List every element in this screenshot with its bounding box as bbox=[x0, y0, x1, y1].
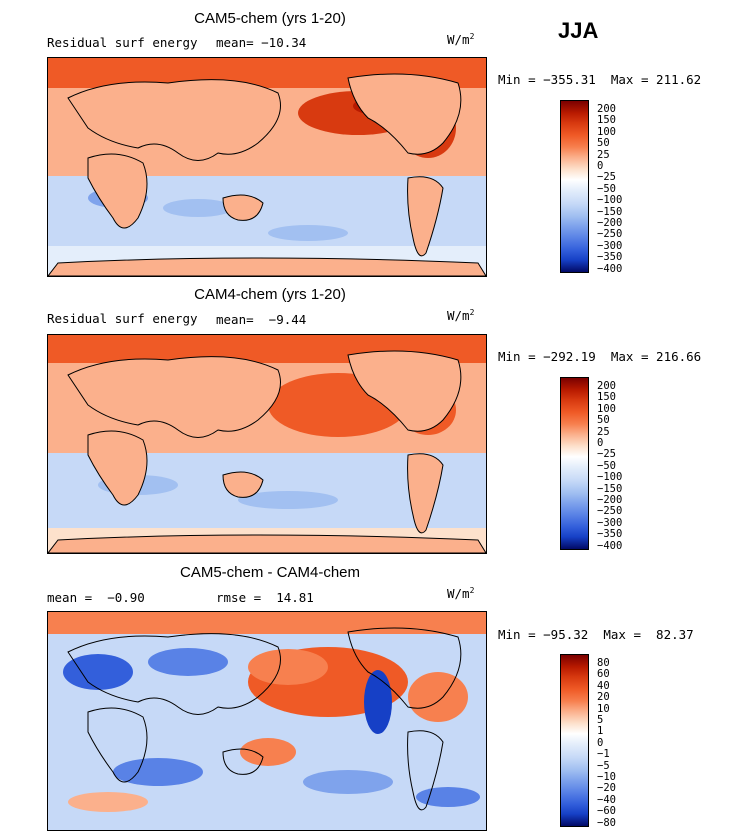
colorbar-tick: −1 bbox=[597, 748, 610, 761]
panel3-colorbar-ticks: 80 60 40 20 10 5 1 0 −1 −5 −10 −20 −40 −… bbox=[597, 657, 616, 829]
panel1-colorbar bbox=[560, 100, 589, 273]
colorbar-tick: −150 bbox=[597, 205, 623, 218]
colorbar-tick: 25 bbox=[597, 425, 610, 438]
panel3-map-field bbox=[48, 612, 486, 830]
colorbar-tick: −25 bbox=[597, 448, 616, 461]
colorbar-tick: −25 bbox=[597, 171, 616, 184]
colorbar-tick: 20 bbox=[597, 691, 610, 704]
colorbar-tick: −100 bbox=[597, 471, 623, 484]
panel2-colorbar bbox=[560, 377, 589, 550]
colorbar-tick: −60 bbox=[597, 805, 616, 818]
colorbar-tick: −150 bbox=[597, 482, 623, 495]
colorbar-tick: 100 bbox=[597, 125, 616, 138]
colorbar-tick: −10 bbox=[597, 771, 616, 784]
colorbar-tick: 40 bbox=[597, 679, 610, 692]
panel1-mean: mean= −10.34 bbox=[216, 35, 307, 50]
colorbar-tick: 200 bbox=[597, 103, 616, 115]
colorbar-tick: 50 bbox=[597, 137, 610, 150]
colorbar-tick: 25 bbox=[597, 148, 610, 161]
colorbar-tick: −400 bbox=[597, 539, 623, 552]
panel2-field-label: Residual surf energy bbox=[47, 311, 198, 326]
colorbar-tick: 0 bbox=[597, 160, 604, 173]
panel1-map bbox=[47, 57, 487, 277]
colorbar-tick: 1 bbox=[597, 725, 604, 738]
colorbar-tick: 10 bbox=[597, 702, 610, 715]
panel3-map bbox=[47, 611, 487, 831]
panel1-map-field bbox=[48, 58, 486, 276]
panel2-minmax: Min = −292.19 Max = 216.66 bbox=[498, 349, 702, 364]
colorbar-tick: 5 bbox=[597, 714, 604, 727]
colorbar-tick: 200 bbox=[597, 380, 616, 392]
colorbar-tick: −300 bbox=[597, 239, 623, 252]
panel2-colorbar-ticks: 200 150 100 50 25 0 −25 −50 −100 −150 −2… bbox=[597, 380, 623, 552]
colorbar-tick: −50 bbox=[597, 459, 616, 472]
panel3-title: CAM5-chem - CAM4-chem bbox=[179, 564, 361, 581]
panel3-mean: mean = −0.90 bbox=[47, 590, 145, 605]
panel2-title: CAM4-chem (yrs 1-20) bbox=[194, 286, 346, 303]
panel1-minmax: Min = −355.31 Max = 211.62 bbox=[498, 72, 702, 87]
colorbar-tick: −20 bbox=[597, 782, 616, 795]
colorbar-tick: −5 bbox=[597, 759, 610, 772]
panel1-colorbar-ticks: 200 150 100 50 25 0 −25 −50 −100 −150 −2… bbox=[597, 103, 623, 275]
colorbar-tick: −300 bbox=[597, 516, 623, 529]
panel3-colorbar bbox=[560, 654, 589, 827]
panel2-units: W/m2 bbox=[447, 308, 475, 324]
panel1-title: CAM5-chem (yrs 1-20) bbox=[194, 10, 346, 27]
panel2-mean: mean= −9.44 bbox=[216, 312, 307, 327]
colorbar-tick: −250 bbox=[597, 228, 623, 241]
colorbar-tick: 60 bbox=[597, 668, 610, 681]
colorbar-tick: −200 bbox=[597, 494, 623, 507]
panel2-map-field bbox=[48, 335, 486, 553]
panel3-minmax: Min = −95.32 Max = 82.37 bbox=[498, 627, 694, 642]
colorbar-tick: −350 bbox=[597, 528, 623, 541]
colorbar-tick: −50 bbox=[597, 182, 616, 195]
colorbar-tick: 80 bbox=[597, 657, 610, 669]
panel1-field-label: Residual surf energy bbox=[47, 35, 198, 50]
panel2-map bbox=[47, 334, 487, 554]
colorbar-tick: −400 bbox=[597, 262, 623, 275]
colorbar-tick: 100 bbox=[597, 402, 616, 415]
panel3-rmse: rmse = 14.81 bbox=[216, 590, 314, 605]
colorbar-tick: −80 bbox=[597, 816, 616, 829]
colorbar-tick: 150 bbox=[597, 391, 616, 404]
colorbar-tick: −350 bbox=[597, 251, 623, 264]
colorbar-tick: 0 bbox=[597, 437, 604, 450]
colorbar-tick: −200 bbox=[597, 217, 623, 230]
panel3-units: W/m2 bbox=[447, 586, 475, 602]
season-label: JJA bbox=[558, 18, 599, 43]
colorbar-tick: 0 bbox=[597, 736, 604, 749]
colorbar-tick: −100 bbox=[597, 194, 623, 207]
colorbar-tick: −40 bbox=[597, 793, 616, 806]
colorbar-tick: 50 bbox=[597, 414, 610, 427]
colorbar-tick: 150 bbox=[597, 114, 616, 127]
panel1-units: W/m2 bbox=[447, 32, 475, 48]
colorbar-tick: −250 bbox=[597, 505, 623, 518]
